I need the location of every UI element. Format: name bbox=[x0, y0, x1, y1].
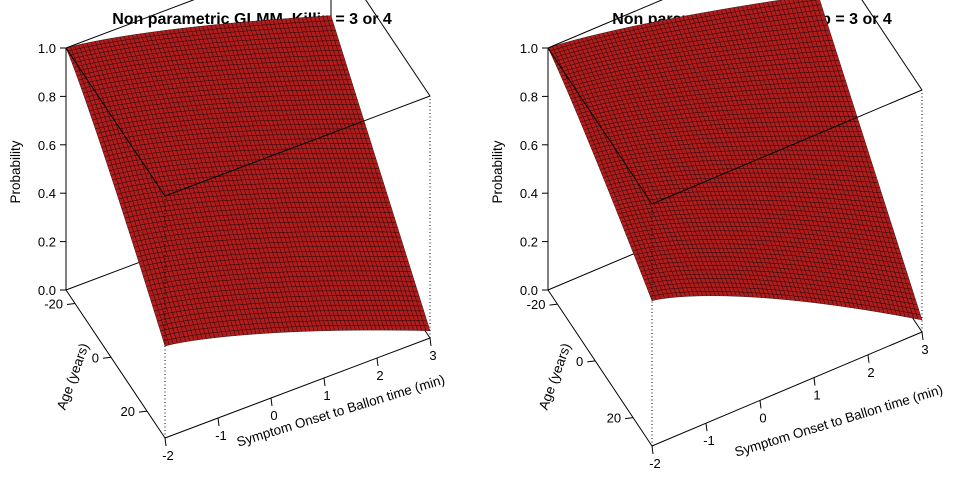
z-tick-label: 0.2 bbox=[520, 235, 538, 250]
x-tick-label: 0 bbox=[759, 410, 766, 425]
x-tick-label: 1 bbox=[813, 388, 820, 403]
z-tick-label: 1.0 bbox=[520, 41, 538, 56]
tick-labels: 0.0 0.2 0.4 0.6 0.8 1.0 -20 0 20 -2 -1 0 1 2 3 bbox=[38, 41, 437, 463]
chart-panel-left: Non parametric GLMM, Killip = 3 or 4 0.0… bbox=[0, 0, 481, 481]
y-tick-label: 20 bbox=[121, 404, 135, 419]
z-tick-label: 0.6 bbox=[38, 138, 56, 153]
z-tick-label: 1.0 bbox=[38, 41, 56, 56]
plot-box-front bbox=[65, 0, 431, 439]
z-tick-label: 0.4 bbox=[38, 186, 56, 201]
y-tick-label: -20 bbox=[44, 296, 63, 311]
x-tick-label: -1 bbox=[215, 428, 227, 443]
z-axis-label: Probability bbox=[8, 140, 23, 203]
surface-chart: Non parametric GLMM, Killip = 3 or 4 0.0… bbox=[490, 0, 945, 471]
z-axis-label: Probability bbox=[490, 140, 505, 203]
x-tick-label: 2 bbox=[376, 368, 383, 383]
surface bbox=[65, 15, 431, 347]
tick-labels: 0.0 0.2 0.4 0.6 0.8 1.0 -20 0 20 -2 -1 0 1 2 3 bbox=[520, 41, 929, 471]
y-axis-label: Age (years) bbox=[54, 341, 92, 412]
chart-panel-right: Non parametric GLMM, Killip = 3 or 4 0.0… bbox=[482, 0, 963, 481]
x-tick-label: 3 bbox=[921, 342, 928, 357]
z-tick-label: 0.4 bbox=[520, 186, 538, 201]
y-tick-label: 20 bbox=[607, 411, 621, 426]
x-tick-label: 0 bbox=[270, 408, 277, 423]
y-tick-label: 0 bbox=[92, 350, 99, 365]
x-axis-label: Symptom Onset to Ballon time (min) bbox=[235, 372, 447, 450]
z-tick-label: 0.6 bbox=[520, 138, 538, 153]
surface bbox=[547, 0, 923, 321]
z-tick-label: 0.2 bbox=[38, 235, 56, 250]
y-axis-label: Age (years) bbox=[536, 341, 574, 412]
x-tick-label: 1 bbox=[323, 388, 330, 403]
x-tick-label: 3 bbox=[429, 348, 436, 363]
x-tick-label: -1 bbox=[703, 433, 715, 448]
plot-box-front bbox=[547, 0, 923, 447]
y-tick-label: -20 bbox=[527, 297, 546, 312]
x-tick-label: -2 bbox=[162, 448, 174, 463]
surface-chart: Non parametric GLMM, Killip = 3 or 4 0.0… bbox=[8, 0, 447, 463]
z-tick-label: 0.8 bbox=[520, 89, 538, 104]
z-tick-label: 0.8 bbox=[38, 89, 56, 104]
x-tick-label: 2 bbox=[867, 365, 874, 380]
y-tick-label: 0 bbox=[576, 354, 583, 369]
z-tick-label: 0.0 bbox=[38, 283, 56, 298]
x-tick-label: -2 bbox=[649, 456, 661, 471]
z-tick-label: 0.0 bbox=[520, 283, 538, 298]
